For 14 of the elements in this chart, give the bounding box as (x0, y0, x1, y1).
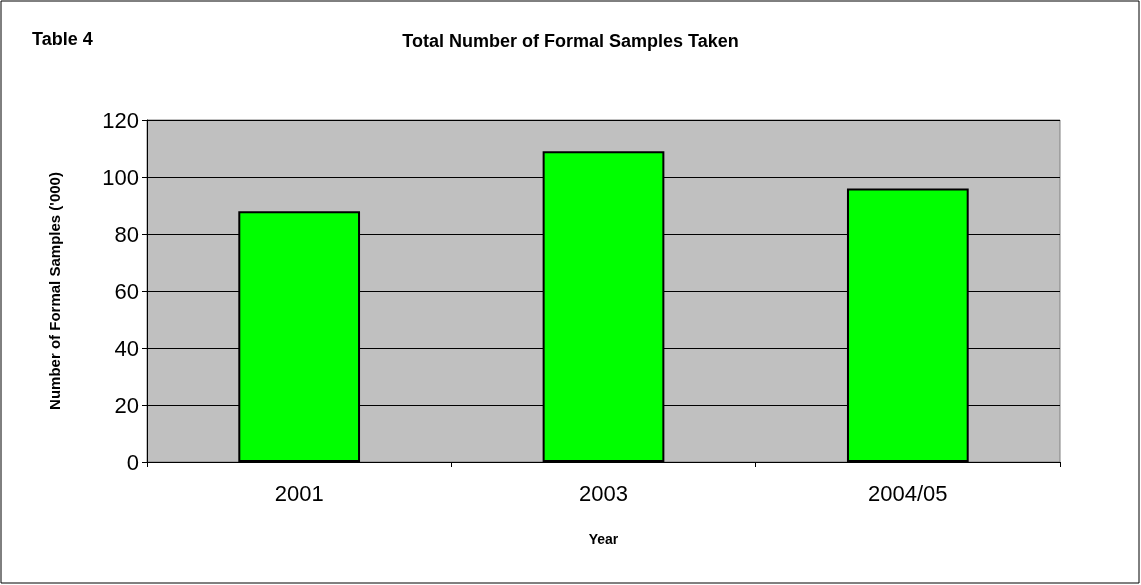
y-axis-title: Number of Formal Samples ('000) (46, 172, 63, 410)
y-tick-label: 20 (114, 392, 139, 418)
x-tick-label: 2004/05 (868, 480, 948, 506)
chart-title: Total Number of Formal Samples Taken (402, 31, 739, 51)
caption: Table 4 (32, 29, 93, 49)
x-tick-label: 2003 (579, 480, 628, 506)
y-tick-label: 100 (102, 164, 139, 190)
x-tick-label: 2001 (274, 480, 324, 506)
y-tick-label: 60 (114, 278, 139, 304)
y-tick-label: 120 (102, 107, 139, 133)
y-tick-label: 80 (114, 221, 139, 247)
y-tick-label: 0 (126, 449, 139, 475)
x-axis-title: Year (588, 531, 619, 547)
y-tick-label: 40 (114, 335, 139, 361)
